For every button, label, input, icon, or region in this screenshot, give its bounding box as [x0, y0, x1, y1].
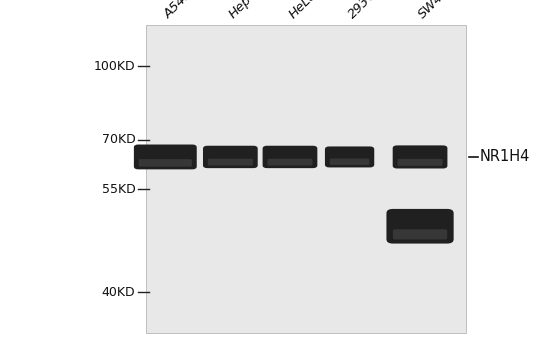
FancyBboxPatch shape: [386, 209, 454, 244]
FancyBboxPatch shape: [208, 159, 253, 166]
FancyBboxPatch shape: [398, 159, 442, 166]
Text: 70KD: 70KD: [102, 133, 136, 147]
FancyBboxPatch shape: [393, 229, 447, 239]
FancyBboxPatch shape: [263, 146, 318, 168]
FancyBboxPatch shape: [139, 159, 192, 167]
FancyBboxPatch shape: [203, 146, 258, 168]
FancyBboxPatch shape: [330, 159, 370, 165]
Text: HepG2: HepG2: [227, 0, 268, 21]
FancyBboxPatch shape: [392, 145, 448, 168]
Text: 55KD: 55KD: [102, 183, 136, 196]
FancyBboxPatch shape: [268, 159, 312, 166]
Text: HeLa: HeLa: [286, 0, 319, 21]
FancyBboxPatch shape: [134, 145, 197, 169]
Text: SW480: SW480: [416, 0, 459, 21]
Text: 293T: 293T: [346, 0, 378, 21]
FancyBboxPatch shape: [325, 146, 374, 167]
Text: NR1H4: NR1H4: [480, 149, 530, 164]
Bar: [146, 25, 466, 332]
Text: A549: A549: [162, 0, 195, 21]
Text: 100KD: 100KD: [94, 60, 136, 72]
Text: 40KD: 40KD: [102, 286, 136, 299]
